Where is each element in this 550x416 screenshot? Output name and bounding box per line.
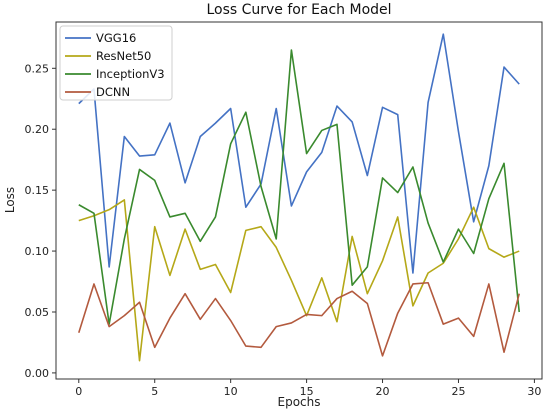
legend-label-dcnn: DCNN bbox=[96, 85, 130, 99]
legend-label-resnet50: ResNet50 bbox=[96, 49, 151, 63]
y-tick-label: 0.00 bbox=[25, 367, 50, 380]
series-line-inceptionv3 bbox=[78, 49, 521, 325]
series-layer bbox=[78, 33, 521, 362]
chart-title: Loss Curve for Each Model bbox=[206, 2, 391, 18]
y-axis: 0.00 0.05 0.10 0.15 0.20 0.25 bbox=[25, 62, 56, 380]
x-tick-label: 0 bbox=[75, 385, 82, 398]
x-tick-label: 30 bbox=[527, 385, 541, 398]
y-tick-label: 0.15 bbox=[25, 184, 50, 197]
x-tick-label: 5 bbox=[151, 385, 158, 398]
y-tick-label: 0.05 bbox=[25, 306, 50, 319]
x-tick-label: 20 bbox=[376, 385, 390, 398]
legend-label-vgg16: VGG16 bbox=[96, 31, 136, 45]
plot-frame bbox=[55, 21, 543, 380]
y-tick-label: 0.10 bbox=[25, 245, 50, 258]
series-line-dcnn bbox=[78, 281, 520, 357]
y-tick-label: 0.25 bbox=[25, 62, 50, 75]
x-tick-label: 10 bbox=[224, 385, 238, 398]
legend-label-inceptionv3: InceptionV3 bbox=[96, 67, 165, 81]
x-tick-label: 25 bbox=[451, 385, 465, 398]
x-axis-label: Epochs bbox=[278, 395, 321, 409]
series-line-vgg16 bbox=[78, 33, 520, 274]
series-line-resnet50 bbox=[78, 199, 520, 362]
y-axis-label: Loss bbox=[3, 187, 17, 213]
x-tick-label: 15 bbox=[300, 385, 314, 398]
legend-box bbox=[59, 25, 173, 101]
x-axis: 0 5 10 15 20 25 30 bbox=[75, 379, 541, 398]
legend: VGG16 ResNet50 InceptionV3 DCNN bbox=[59, 25, 173, 101]
y-tick-label: 0.20 bbox=[25, 123, 50, 136]
